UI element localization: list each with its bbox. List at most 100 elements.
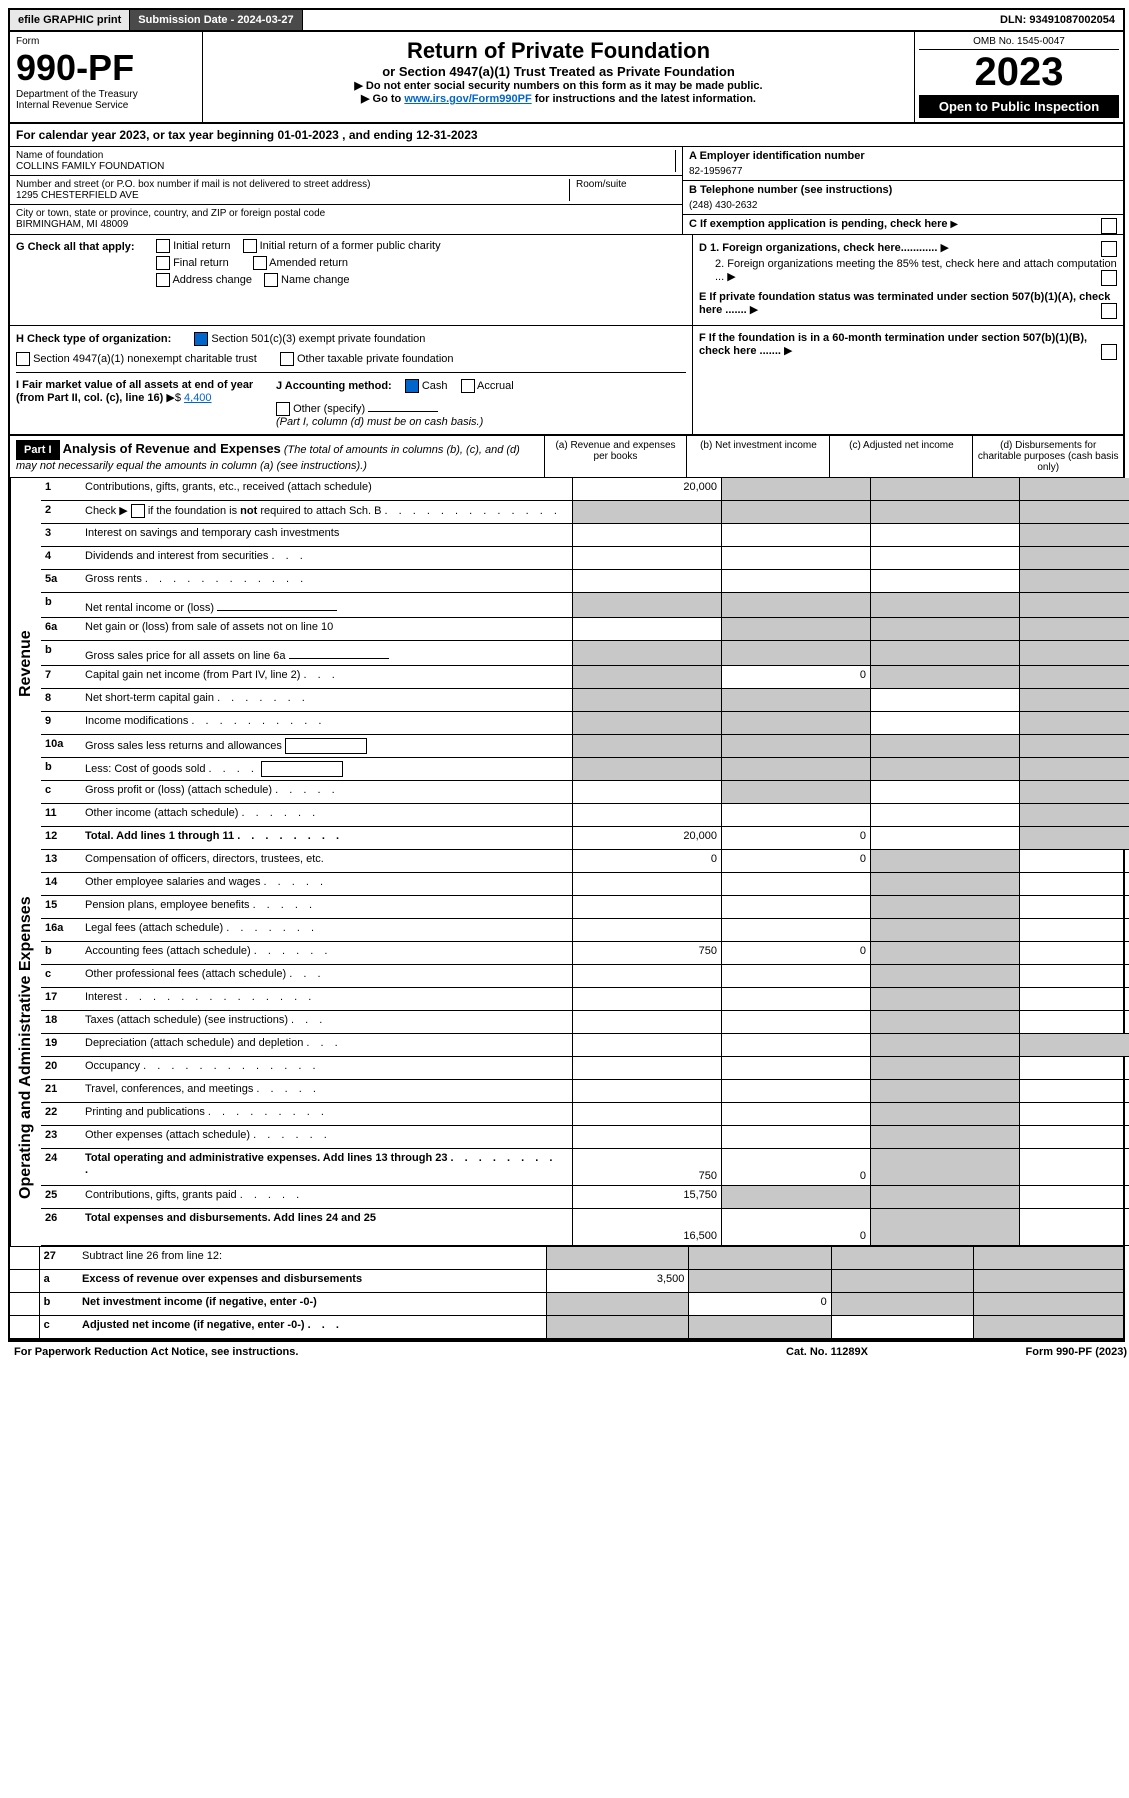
dots: . . . . . . . [217,692,309,704]
submission-date: Submission Date - 2024-03-27 [130,10,302,30]
room-label: Room/suite [570,179,676,201]
ln22-c [871,1103,1020,1125]
ln17-txt: Interest [85,991,122,1003]
ln6b-c [871,641,1020,665]
ln10b-box[interactable] [261,761,343,777]
ln14-txt: Other employee salaries and wages [85,876,260,888]
cb-cash[interactable] [405,379,419,393]
dots: . . . . . [275,784,339,796]
ln12-b: 0 [722,827,871,849]
ln4-d [1020,547,1129,569]
spacer [10,1247,40,1269]
d2-label: 2. Foreign organizations meeting the 85%… [715,258,1117,283]
cb-other-tax[interactable] [280,352,294,366]
c-row: C If exemption application is pending, c… [683,215,1123,233]
footer-left: For Paperwork Reduction Act Notice, see … [14,1346,727,1358]
cb-amended[interactable] [253,256,267,270]
ln2-post: if the foundation is [145,505,240,517]
irs-link[interactable]: www.irs.gov/Form990PF [404,93,531,105]
cb-address[interactable] [156,273,170,287]
cb-final[interactable] [156,256,170,270]
dots: . . . [271,550,306,562]
ln6b-desc: Gross sales price for all assets on line… [81,641,573,665]
ln20-desc: Occupancy . . . . . . . . . . . . . [81,1057,573,1079]
ln10c-txt: Gross profit or (loss) (attach schedule) [85,784,272,796]
ln10c-b [722,781,871,803]
ln9-num: 9 [41,712,81,734]
ln27a-num: a [40,1270,78,1292]
foundation-name: COLLINS FAMILY FOUNDATION [16,161,669,172]
addr-row: Number and street (or P.O. box number if… [10,176,682,205]
name-row: Name of foundation COLLINS FAMILY FOUNDA… [10,147,682,176]
ln18-txt: Taxes (attach schedule) (see instruction… [85,1014,288,1026]
ln27a-a: 3,500 [547,1270,689,1292]
ln9-b [722,712,871,734]
ln2-d [1020,501,1129,523]
cb-name[interactable] [264,273,278,287]
col-d-head: (d) Disbursements for charitable purpose… [973,436,1123,477]
cb-4947[interactable] [16,352,30,366]
ln8-c [871,689,1020,711]
ln20-c [871,1057,1020,1079]
ln2-desc: Check ▶ if the foundation is not require… [81,501,573,523]
cb-initial-former[interactable] [243,239,257,253]
ln21-txt: Travel, conferences, and meetings [85,1083,253,1095]
ln27c-txt: Adjusted net income (if negative, enter … [82,1319,304,1331]
ln10a-c [871,735,1020,757]
ln19-num: 19 [41,1034,81,1056]
ln23-desc: Other expenses (attach schedule) . . . .… [81,1126,573,1148]
ln3-c [871,524,1020,546]
ln16a-desc: Legal fees (attach schedule) . . . . . .… [81,919,573,941]
ln6b-a [573,641,722,665]
opt-other-tax: Other taxable private foundation [297,353,454,365]
calendar-year: For calendar year 2023, or tax year begi… [10,124,1123,147]
ln5a-d [1020,570,1129,592]
ln8-desc: Net short-term capital gain . . . . . . … [81,689,573,711]
cb-accrual[interactable] [461,379,475,393]
ln15-c [871,896,1020,918]
revenue-section: Revenue 1Contributions, gifts, grants, e… [10,478,1123,850]
ln15-b [722,896,871,918]
cb-501c3[interactable] [194,332,208,346]
d2-checkbox[interactable] [1101,270,1117,286]
dots: . . . . . [240,1189,304,1201]
ln21-b [722,1080,871,1102]
ln27b-b: 0 [689,1293,831,1315]
cb-other-method[interactable] [276,402,290,416]
ln13-num: 13 [41,850,81,872]
cb-initial[interactable] [156,239,170,253]
other-specify-input[interactable] [368,397,438,412]
footer-right: Form 990-PF (2023) [927,1346,1127,1358]
ln6b-input[interactable] [289,644,389,659]
c-checkbox[interactable] [1101,218,1117,234]
ln10a-d [1020,735,1129,757]
section-hij: H Check type of organization: Section 50… [10,326,1123,436]
ln7-a [573,666,722,688]
d1-checkbox[interactable] [1101,241,1117,257]
spacer [10,1293,40,1315]
form-label: Form [16,36,196,47]
fmv-value[interactable]: 4,400 [184,392,212,404]
ln1-desc: Contributions, gifts, grants, etc., rece… [81,478,573,500]
e-checkbox[interactable] [1101,303,1117,319]
ln6b-txt: Gross sales price for all assets on line… [85,650,286,662]
h-row2: Section 4947(a)(1) nonexempt charitable … [16,352,686,366]
ln9-c [871,712,1020,734]
ln9-a [573,712,722,734]
dots: . . . [289,968,324,980]
col-b-head: (b) Net investment income [687,436,830,477]
ln21-d [1020,1080,1129,1102]
ln19-b [722,1034,871,1056]
section-g: G Check all that apply: Initial return I… [10,235,1123,326]
ln10a-box[interactable] [285,738,367,754]
dots: . . . . . [264,876,328,888]
ln5b-input[interactable] [217,596,337,611]
ln23-d [1020,1126,1129,1148]
ln1-b [722,478,871,500]
ln11-desc: Other income (attach schedule) . . . . .… [81,804,573,826]
arrow-icon: ▶ [940,242,948,254]
f-checkbox[interactable] [1101,344,1117,360]
e-label: E If private foundation status was termi… [699,291,1110,316]
cb-schb[interactable] [131,504,145,518]
ln10b-num: b [41,758,81,780]
